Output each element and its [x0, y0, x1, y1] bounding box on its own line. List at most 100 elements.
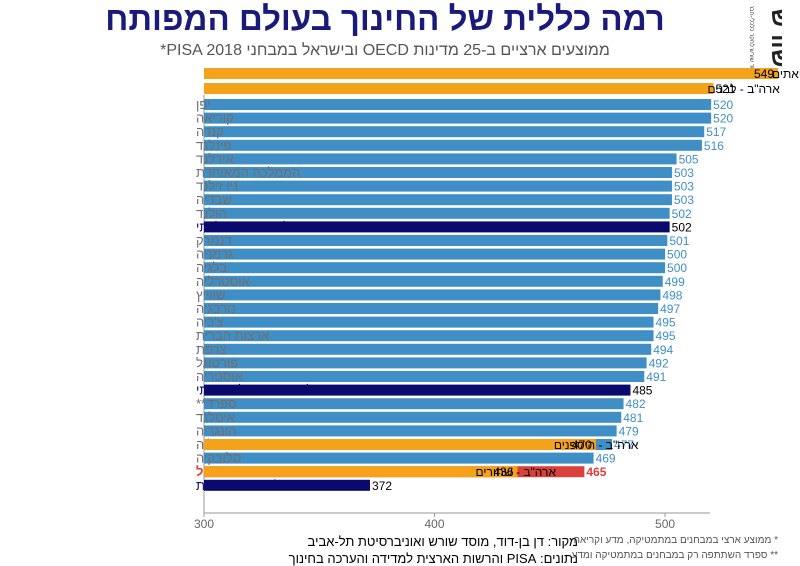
value-label: 499 [665, 275, 685, 289]
category-label: שווייץ [196, 287, 226, 302]
value-label: 503 [674, 180, 694, 194]
value-label: 520 [713, 98, 733, 112]
bar [204, 153, 677, 165]
category-label: פורטוגל [196, 355, 238, 370]
bar [204, 357, 647, 369]
bar [204, 330, 654, 342]
category-label: פינלנד [196, 138, 231, 153]
logo-text: שורש [766, 8, 782, 68]
chart-subtitle: ממוצעים ארציים ב-25 מדינות OECD ובישראל … [160, 42, 610, 59]
category-label: הממלכה המאוחדת [196, 165, 300, 180]
category-label: ישראל – יהודי ממלכתי-דתי [196, 383, 341, 398]
bar [204, 371, 645, 382]
bar [204, 411, 622, 423]
category-label: סלובקיה [196, 451, 241, 466]
value-label: 503 [674, 193, 694, 207]
category-label: גרמניה [196, 247, 234, 262]
category-label: ארצות הברית [196, 328, 269, 343]
bar [204, 425, 617, 437]
shoresh-logo: שורש מוסד שורש לחקר כלכלי-חברתי [742, 6, 782, 70]
bar [204, 112, 712, 124]
value-label: 495 [656, 329, 676, 343]
bar [204, 221, 670, 233]
category-label: איסלנד [196, 410, 235, 425]
value-label: 482 [626, 397, 646, 411]
category-label: שבדיה [196, 192, 232, 207]
bar [204, 248, 666, 260]
value-label: 502 [672, 207, 692, 221]
bar [204, 275, 663, 287]
category-label: הונגריה [196, 423, 236, 438]
value-label: 498 [662, 288, 682, 302]
bar [204, 194, 672, 206]
bar [204, 289, 661, 301]
x-tick-label: 500 [655, 517, 675, 531]
value-label: 505 [679, 152, 699, 166]
value-label: 485 [632, 384, 652, 398]
bar [204, 235, 668, 246]
logo-subtext: מוסד שורש לחקר כלכלי-חברתי [748, 6, 756, 70]
footnote-2: ** ספרד השתתפה רק במבחנים במתמטיקה ומדע [571, 550, 778, 561]
value-label: 479 [619, 424, 639, 438]
bar [204, 316, 654, 328]
us-subgroup-value: 549 [754, 67, 774, 81]
us-subgroup-bar [204, 68, 778, 79]
bar [204, 139, 702, 151]
bar [204, 479, 370, 491]
bar [204, 126, 705, 138]
us-subgroup-value: 521 [715, 82, 735, 96]
value-label: 491 [646, 370, 666, 384]
value-label: 503 [674, 166, 694, 180]
us-subgroup-label: ארה"ב - היספנים [554, 438, 639, 452]
category-label: צ'כיה [196, 315, 224, 330]
bar [204, 180, 672, 192]
chart-title: רמה כללית של החינוך בעולם המפותח [105, 0, 665, 37]
us-subgroup-value: 470 [572, 438, 592, 452]
category-label: אוסטריה [196, 369, 243, 384]
category-label: יפן [196, 97, 210, 112]
bar [204, 99, 712, 110]
category-label: בלגיה [196, 260, 227, 275]
category-label: קנדה [196, 124, 224, 139]
value-label: 520 [713, 112, 733, 126]
bar [204, 384, 631, 396]
category-label: הולנד [196, 206, 227, 221]
bar [204, 398, 624, 410]
category-label: נורבגיה [196, 301, 236, 316]
category-label: ישראל – יהודי ממלכתי [196, 219, 318, 234]
us-subgroup-label: ארה"ב - לבנים [707, 82, 780, 96]
category-label: ניו זילנד [196, 179, 238, 194]
value-label: 502 [672, 220, 692, 234]
bar [204, 452, 594, 464]
data-source-line: נתונים: PISA והרשות הארצית למדידה והערכה… [288, 551, 578, 566]
category-label: צרפת [196, 342, 227, 357]
category-label: דנמרק [196, 233, 232, 248]
x-tick-label: 400 [425, 517, 445, 531]
value-label: 372 [372, 479, 392, 493]
us-subgroup-bar [204, 466, 518, 478]
source-line: מקור: דן בן-דוד, מוסד שורש ואוניברסיטת ת… [307, 534, 578, 549]
value-label: 481 [623, 411, 643, 425]
value-label: 495 [656, 316, 676, 330]
value-label: 465 [586, 465, 606, 479]
value-label: 477 [614, 438, 634, 452]
us-subgroup-label: ארה"ב - שחורים [476, 465, 557, 479]
us-subgroup-bar [204, 439, 596, 450]
bar [204, 167, 672, 178]
value-label: 469 [596, 452, 616, 466]
category-label: קוריאה [196, 111, 234, 126]
category-label: אוסטרליה [196, 274, 250, 289]
category-label: אירלנד [196, 151, 234, 166]
bar [204, 207, 670, 219]
value-label: 501 [669, 234, 689, 248]
value-label: 494 [653, 343, 673, 357]
value-label: 500 [667, 261, 687, 275]
us-subgroup-value: 436 [493, 465, 513, 479]
us-subgroup-bar [204, 83, 714, 94]
footnote-1: * ממוצע ארצי במבחנים במתמטיקה, מדע וקריא… [573, 535, 778, 546]
us-subgroup-label: ארה"ב - אסיאתים [772, 67, 800, 81]
value-label: 500 [667, 248, 687, 262]
bar [204, 303, 659, 314]
bar [204, 343, 652, 355]
